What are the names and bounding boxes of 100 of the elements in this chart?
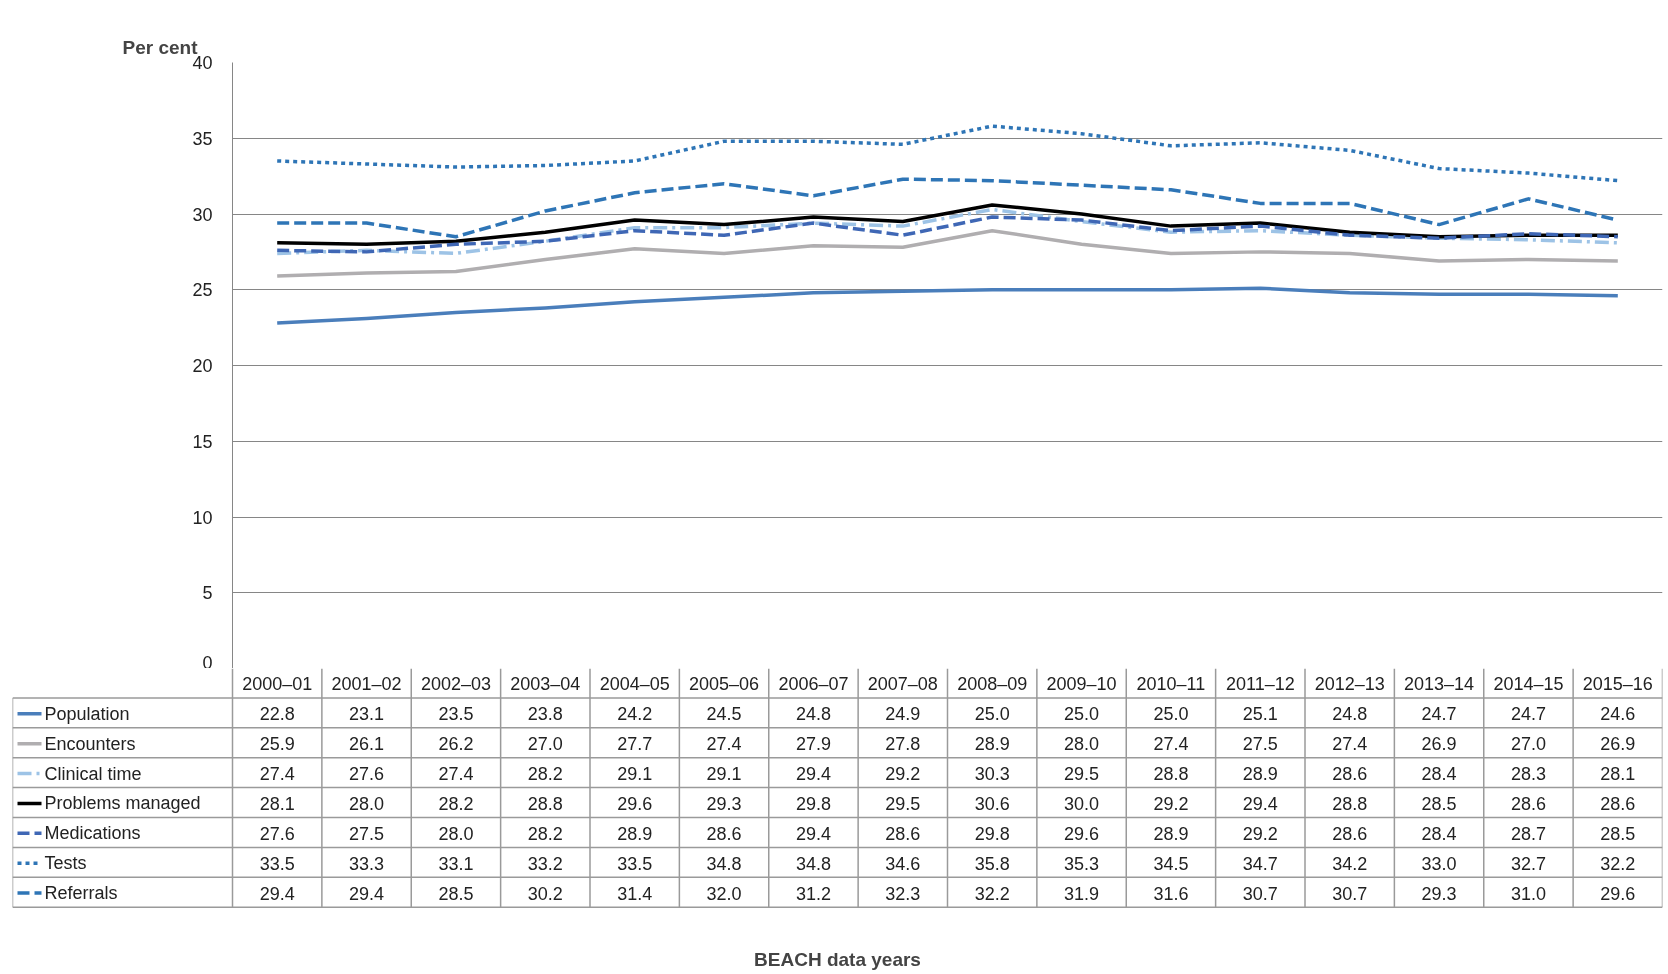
data-label: 28.6 xyxy=(885,823,921,844)
data-label: 27.6 xyxy=(259,823,295,844)
data-label: 34.6 xyxy=(885,853,921,874)
data-label: 28.8 xyxy=(1153,764,1189,785)
data-label: 29.3 xyxy=(1421,883,1457,904)
legend-label: Problems managed xyxy=(44,793,201,814)
text: BEACH data years xyxy=(754,948,921,970)
x-tick-label: 2003–04 xyxy=(510,674,581,695)
data-label: 27.4 xyxy=(706,734,742,755)
data-label: 28.9 xyxy=(617,823,653,844)
data-label: 34.8 xyxy=(706,853,742,874)
data-label: 28.9 xyxy=(974,734,1010,755)
data-label: 29.4 xyxy=(1242,793,1278,814)
data-label: 24.7 xyxy=(1421,704,1457,725)
data-label: 26.2 xyxy=(438,734,474,755)
legend-label: Referrals xyxy=(44,883,118,904)
y-tick-label: 35 xyxy=(192,128,213,149)
data-label: 28.9 xyxy=(1242,764,1278,785)
y-tick-label: 25 xyxy=(192,280,213,301)
data-label: 33.2 xyxy=(527,853,563,874)
data-label: 23.8 xyxy=(527,704,563,725)
data-label: 32.2 xyxy=(974,883,1010,904)
data-label: 31.9 xyxy=(1064,883,1100,904)
data-label: 24.8 xyxy=(795,704,831,725)
data-label: 34.7 xyxy=(1242,853,1278,874)
data-label: 29.3 xyxy=(706,793,742,814)
data-label: 28.5 xyxy=(1421,793,1457,814)
data-label: 27.4 xyxy=(438,764,474,785)
data-label: 27.9 xyxy=(795,734,831,755)
line-series xyxy=(275,203,1620,247)
data-label: 30.6 xyxy=(974,793,1010,814)
x-tick-label: 2008–09 xyxy=(957,674,1028,695)
data-label: 29.4 xyxy=(795,823,831,844)
data-label: 30.7 xyxy=(1242,883,1278,904)
data-label: 23.1 xyxy=(349,704,385,725)
data-label: 29.1 xyxy=(706,764,742,785)
data-label: 28.6 xyxy=(1332,764,1368,785)
data-label: 28.3 xyxy=(1510,764,1546,785)
x-tick-label: 2013–14 xyxy=(1404,674,1475,695)
data-label: 28.1 xyxy=(1600,764,1636,785)
data-label: 28.9 xyxy=(1153,823,1189,844)
data-label: 27.0 xyxy=(1510,734,1546,755)
x-tick-label: 2006–07 xyxy=(778,674,849,695)
y-tick-label: 10 xyxy=(192,507,213,528)
x-tick-label: 2002–03 xyxy=(420,674,491,695)
data-label: 29.2 xyxy=(1242,823,1278,844)
line-series xyxy=(275,286,1620,325)
data-label: 28.5 xyxy=(1600,823,1636,844)
y-tick-label: 0 xyxy=(202,652,213,673)
data-label: 27.0 xyxy=(527,734,563,755)
data-label: 29.2 xyxy=(1153,793,1189,814)
data-label: 33.5 xyxy=(617,853,653,874)
x-tick-label: 2010–11 xyxy=(1136,674,1206,695)
data-label: 33.5 xyxy=(259,853,295,874)
data-label: 24.9 xyxy=(885,704,921,725)
data-label: 24.5 xyxy=(706,704,742,725)
data-label: 28.4 xyxy=(1421,823,1457,844)
data-label: 28.8 xyxy=(527,793,563,814)
x-tick-label: 2004–05 xyxy=(599,674,670,695)
data-label: 31.4 xyxy=(617,883,653,904)
data-label: 28.7 xyxy=(1510,823,1546,844)
line-series xyxy=(275,228,1620,278)
data-label: 28.2 xyxy=(527,764,563,785)
x-tick-label: 2005–06 xyxy=(689,674,760,695)
data-label: 27.4 xyxy=(1332,734,1368,755)
legend-label: Tests xyxy=(44,853,87,874)
data-label: 25.0 xyxy=(1153,704,1189,725)
data-label: 33.1 xyxy=(438,853,474,874)
x-tick-label: 2000–01 xyxy=(242,674,313,695)
data-label: 26.1 xyxy=(349,734,385,755)
line-series xyxy=(275,207,1620,256)
legend-label: Encounters xyxy=(44,733,136,754)
y-tick-label: 30 xyxy=(192,204,213,225)
data-label: 29.4 xyxy=(349,883,385,904)
x-tick-label: 2001–02 xyxy=(331,674,402,695)
data-label: 26.9 xyxy=(1600,734,1636,755)
line-series xyxy=(275,124,1620,183)
data-label: 22.8 xyxy=(259,704,295,725)
y-tick-label: 15 xyxy=(192,431,213,452)
data-label: 32.7 xyxy=(1510,853,1546,874)
data-label: 27.6 xyxy=(349,764,385,785)
data-label: 27.5 xyxy=(349,823,385,844)
data-label: 29.5 xyxy=(1064,764,1100,785)
data-label: 34.2 xyxy=(1332,853,1368,874)
data-label: 29.6 xyxy=(1064,823,1100,844)
x-tick-label: 2007–08 xyxy=(867,674,938,695)
data-label: 28.6 xyxy=(1600,793,1636,814)
data-label: 30.3 xyxy=(974,764,1010,785)
data-label: 28.6 xyxy=(1510,793,1546,814)
data-label: 25.9 xyxy=(259,734,295,755)
data-label: 28.0 xyxy=(1064,734,1100,755)
data-label: 24.8 xyxy=(1332,704,1368,725)
data-label: 35.3 xyxy=(1064,853,1100,874)
data-label: 23.5 xyxy=(438,704,474,725)
data-label: 30.7 xyxy=(1332,883,1368,904)
data-label: 34.5 xyxy=(1153,853,1189,874)
data-label: 30.0 xyxy=(1064,793,1100,814)
data-label: 27.4 xyxy=(259,764,295,785)
data-label: 29.2 xyxy=(885,764,921,785)
data-label: 24.2 xyxy=(617,704,653,725)
